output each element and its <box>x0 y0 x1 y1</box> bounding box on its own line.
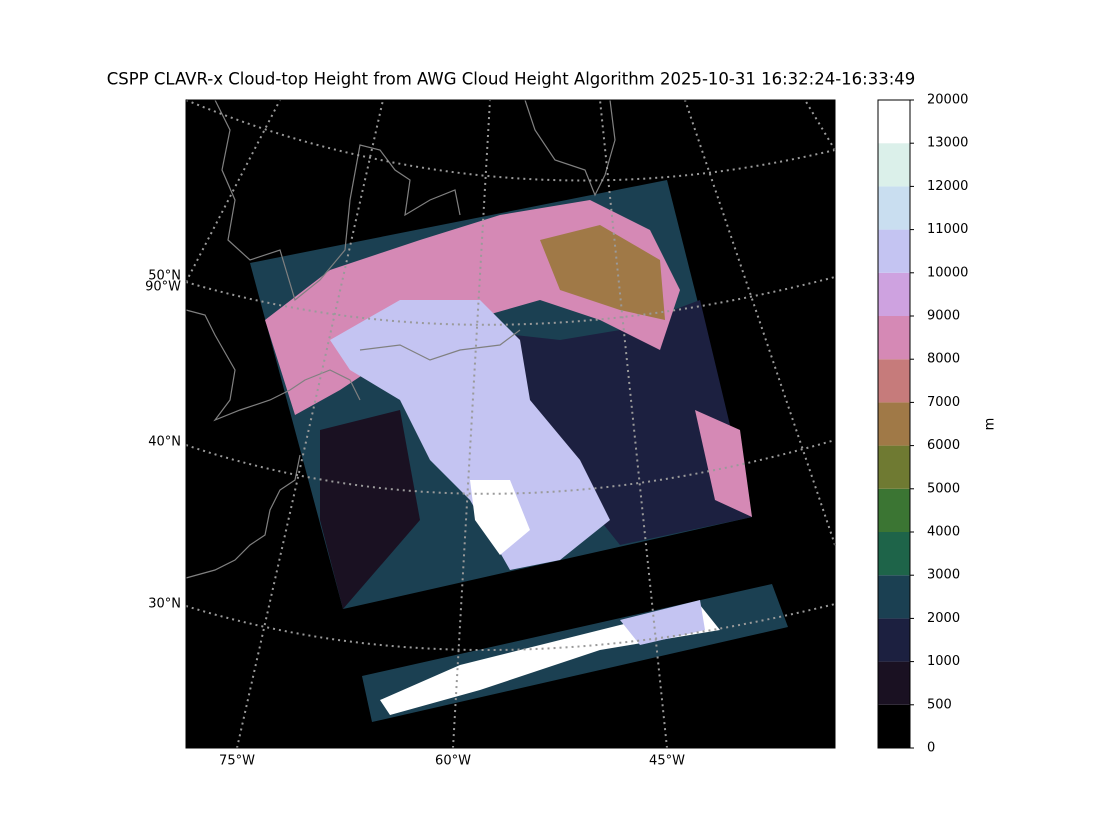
graticule <box>599 99 668 749</box>
colorbar-tick-label: 12000 <box>927 179 968 194</box>
colorbar-bin <box>878 229 910 273</box>
colorbar-tick-label: 10000 <box>927 265 968 280</box>
lat-label: 40°N <box>148 435 181 450</box>
cloud-region <box>320 410 420 609</box>
graticule <box>236 99 384 749</box>
colorbar-tick-label: 8000 <box>927 352 960 367</box>
lat-label: 30°N <box>148 597 181 612</box>
map-panel <box>185 99 836 749</box>
colorbar-tick-label: 4000 <box>927 525 960 540</box>
colorbar-tick-label: 1000 <box>927 654 960 669</box>
colorbar-bin <box>878 316 910 360</box>
cloud-region <box>540 225 665 320</box>
cloud-region <box>470 480 530 555</box>
colorbar-tick-label: 500 <box>927 697 952 712</box>
colorbar-tick-label: 2000 <box>927 611 960 626</box>
colorbar-tick-label: 5000 <box>927 481 960 496</box>
colorbar-tick-label: 9000 <box>927 309 960 324</box>
coastline <box>185 309 361 422</box>
cloud-region <box>695 410 752 517</box>
map-frame <box>185 99 836 749</box>
colorbar-tick-label: 0 <box>927 741 935 756</box>
graticule <box>185 276 836 326</box>
cloud-region <box>620 600 705 645</box>
colorbar-bin <box>878 704 910 748</box>
lon-label: 45°W <box>649 754 685 769</box>
colorbar-tick-label: 7000 <box>927 395 960 410</box>
colorbar-bin <box>878 661 910 705</box>
colorbar-bin <box>878 402 910 446</box>
colorbar-bin <box>878 359 910 403</box>
colorbar-bin <box>878 532 910 576</box>
colorbar-bin <box>878 100 910 144</box>
colorbar-frame <box>877 99 911 749</box>
lon-label: 90°W <box>145 280 181 295</box>
coastline <box>214 99 461 302</box>
colorbar-bin <box>878 488 910 532</box>
graticule <box>684 99 836 546</box>
colorbar-bin <box>878 272 910 316</box>
colorbar-bin <box>878 445 910 489</box>
colorbar-tick-label: 20000 <box>927 93 968 108</box>
coastline <box>185 454 301 579</box>
colorbar-tick-label: 11000 <box>927 222 968 237</box>
graticule <box>452 99 491 749</box>
colorbar-bin <box>878 618 910 662</box>
border <box>359 329 521 361</box>
graticule <box>185 603 836 651</box>
colorbar: 0 500 1000 2000 3000 4000 5000 6000 7000 8000 9000… <box>877 93 968 756</box>
lon-label: 60°W <box>435 754 471 769</box>
graticule <box>185 99 281 283</box>
map-title: CSPP CLAVR-x Cloud-top Height from AWG C… <box>107 70 916 89</box>
coastline <box>524 99 616 197</box>
colorbar-tick-label: 13000 <box>927 136 968 151</box>
colorbar-tick-label: 3000 <box>927 568 960 583</box>
colorbar-bin <box>878 186 910 230</box>
colorbar-bin <box>878 575 910 619</box>
colorbar-bin <box>878 143 910 187</box>
lon-label: 75°W <box>219 754 255 769</box>
cloud-region <box>470 300 752 545</box>
colorbar-tick-label: 6000 <box>927 438 960 453</box>
graticule <box>804 99 836 151</box>
colorbar-label: m <box>983 418 998 431</box>
lat-label: 50°N <box>148 269 181 284</box>
